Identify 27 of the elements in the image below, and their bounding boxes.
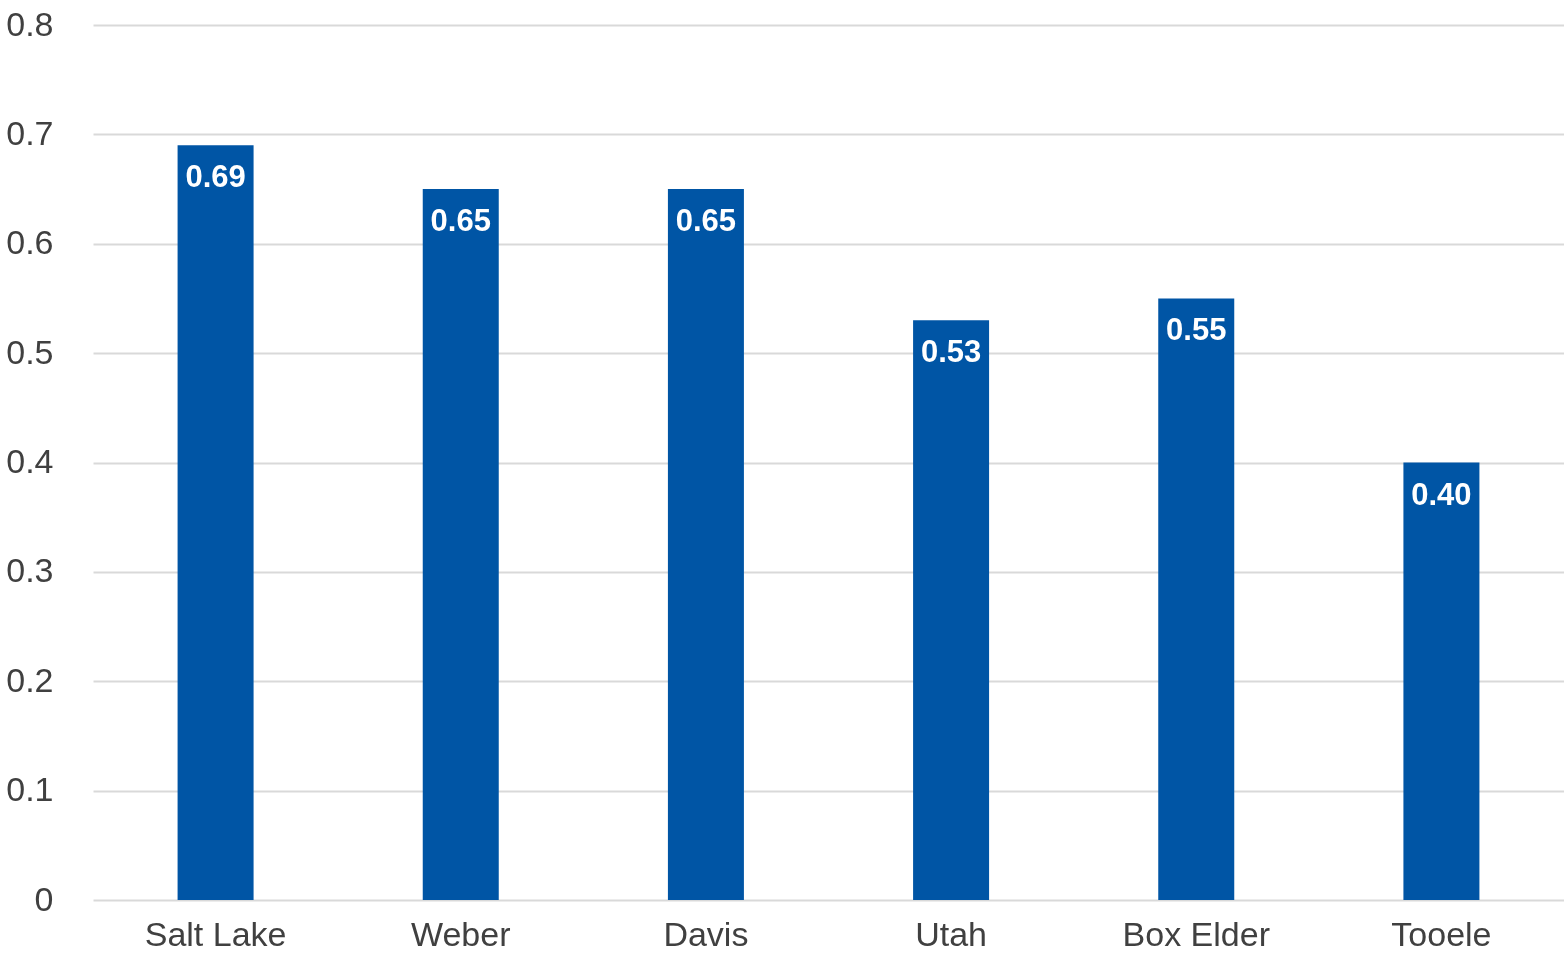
y-tick-label: 0.1 <box>6 770 54 809</box>
bar <box>422 189 499 900</box>
y-tick-label: 0.6 <box>6 223 54 262</box>
x-tick-label: Salt Lake <box>144 914 287 953</box>
bar <box>913 320 990 900</box>
data-label: 0.65 <box>430 203 491 239</box>
y-tick-label: 0.2 <box>6 660 54 699</box>
bar <box>177 145 254 900</box>
x-tick-label: Box Elder <box>1122 914 1270 953</box>
data-label: 0.69 <box>185 159 246 195</box>
x-tick-label: Tooele <box>1391 914 1492 953</box>
x-tick-label: Davis <box>663 914 749 953</box>
y-tick-label: 0.3 <box>6 551 54 590</box>
y-tick-label: 0.4 <box>6 442 54 480</box>
y-tick-label: 0.7 <box>6 113 54 152</box>
data-label: 0.55 <box>1166 312 1227 348</box>
y-tick-label: 0.8 <box>6 4 54 43</box>
bar <box>1403 462 1480 900</box>
bar <box>667 189 744 900</box>
data-label: 0.65 <box>675 203 737 239</box>
y-tick-label: 0 <box>34 879 54 918</box>
x-tick-label: Weber <box>410 914 511 953</box>
bar <box>1158 298 1235 900</box>
x-tick-label: Utah <box>915 914 987 953</box>
data-label: 0.40 <box>1411 476 1472 512</box>
data-label: 0.53 <box>920 334 982 370</box>
y-tick-label: 0.5 <box>6 332 54 371</box>
